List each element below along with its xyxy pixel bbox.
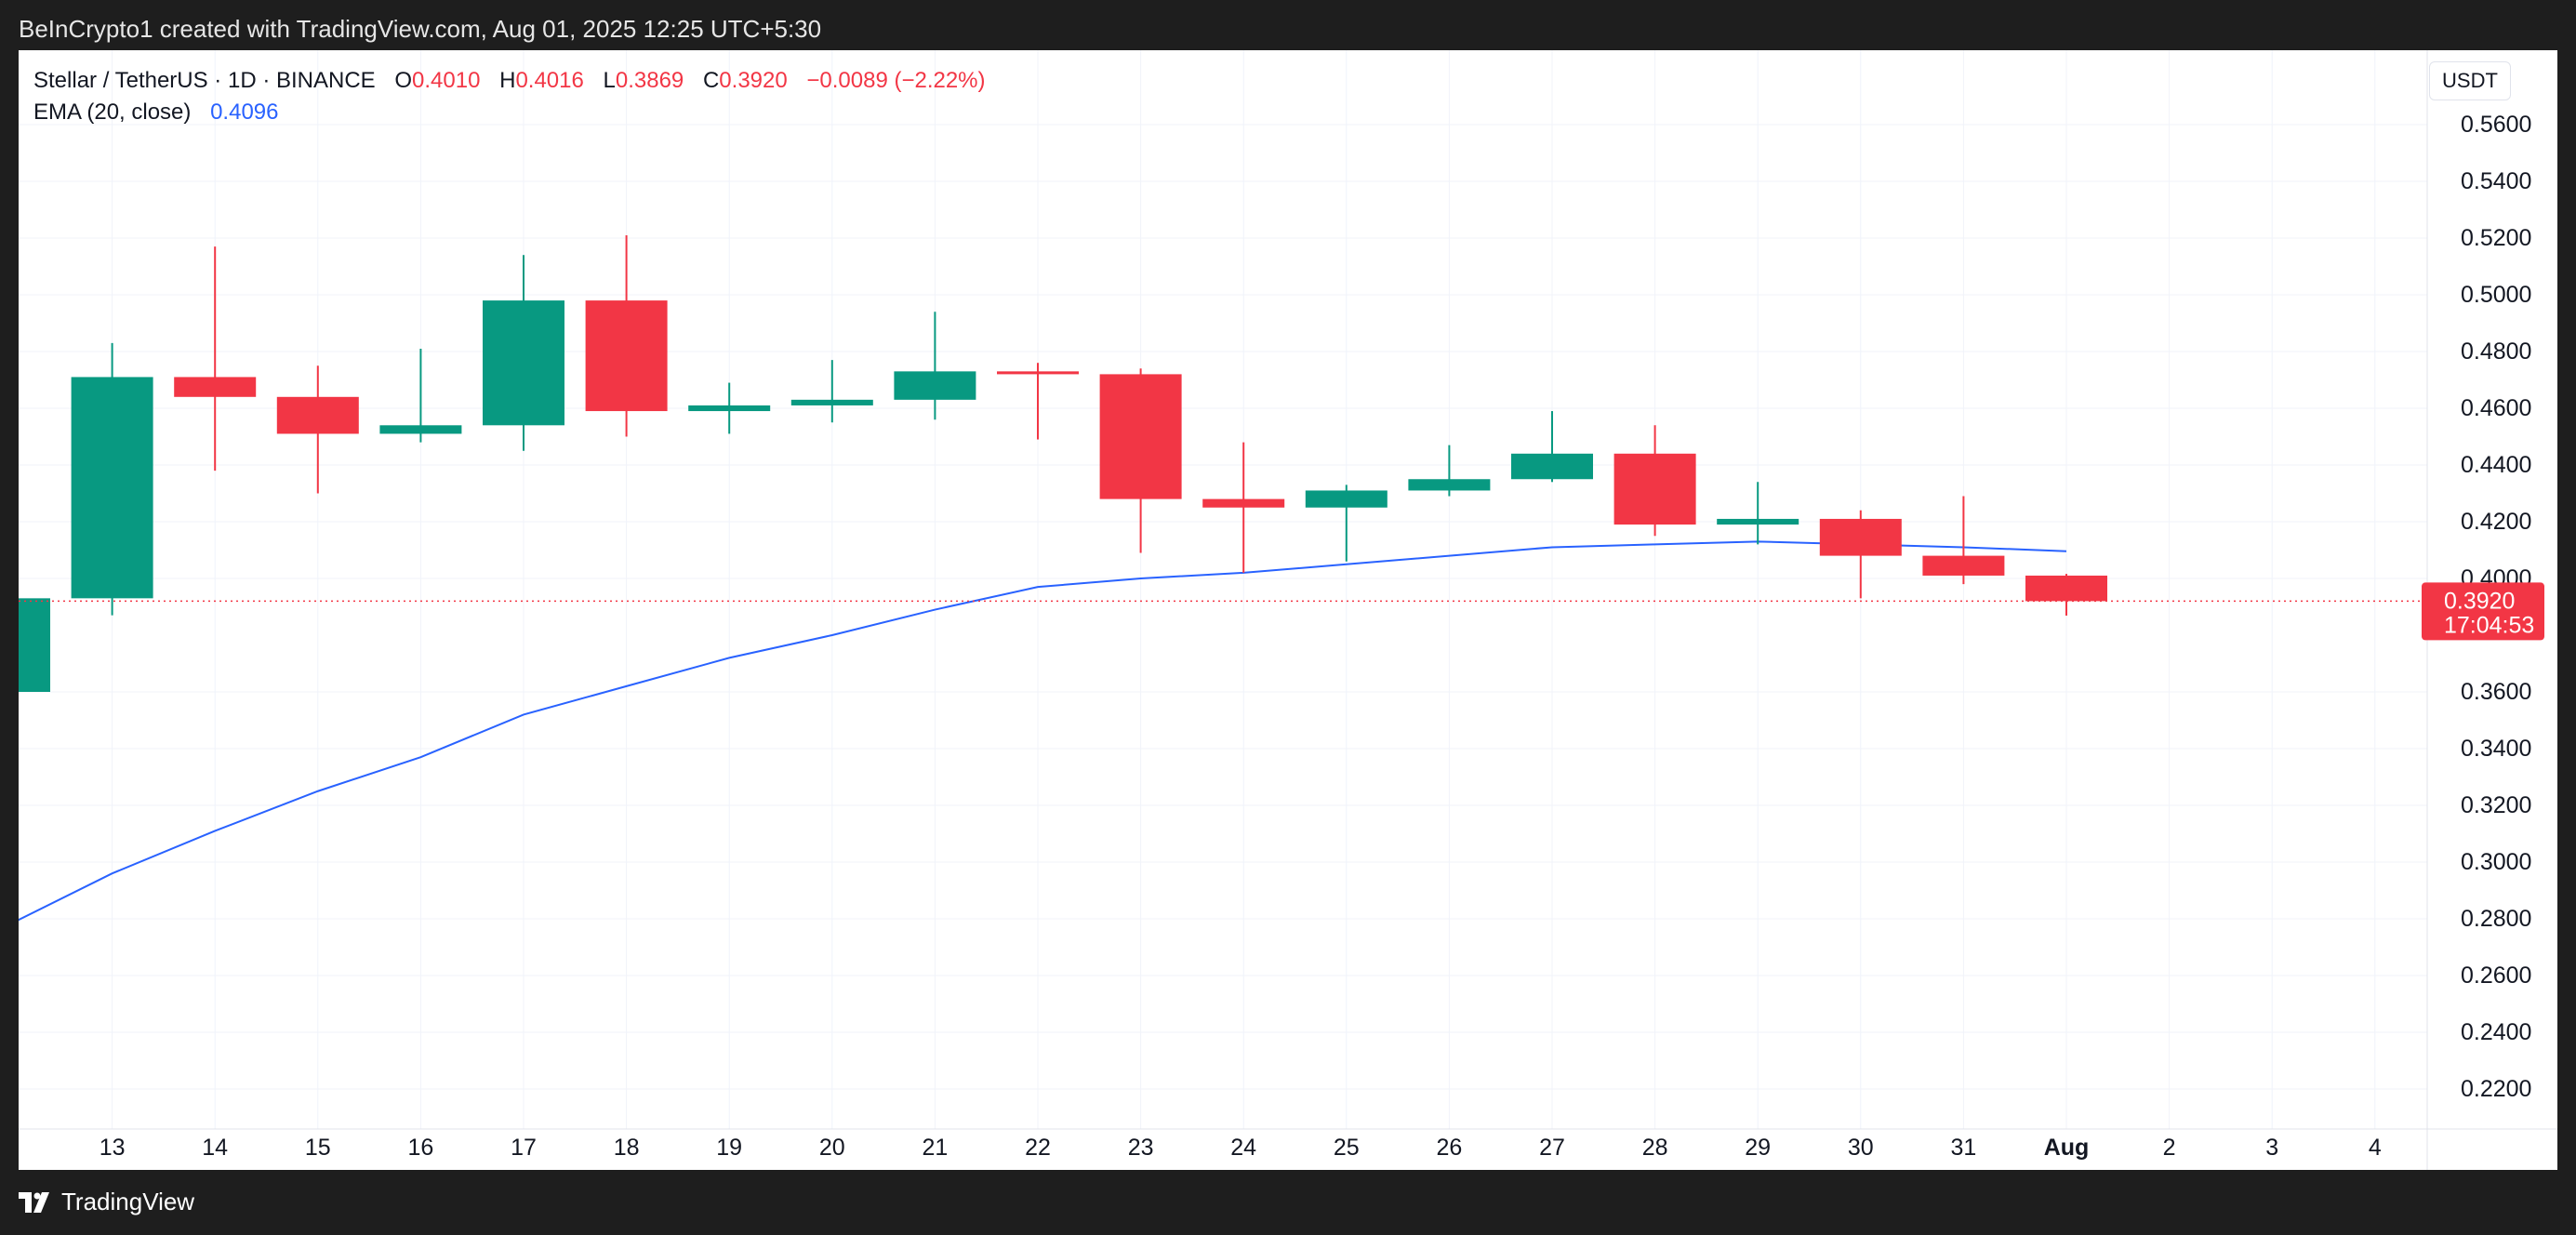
candle-body	[1922, 555, 2005, 576]
x-tick-label: 29	[1745, 1135, 1771, 1161]
symbol-row: Stellar / TetherUS · 1D · BINANCE O0.401…	[33, 65, 986, 97]
candle-body	[1819, 518, 1902, 556]
open-label: O	[394, 68, 413, 93]
candle-body	[1408, 479, 1491, 491]
candle-body	[688, 405, 771, 412]
chart-panel[interactable]	[19, 50, 2557, 1170]
candle-body	[483, 300, 564, 426]
x-tick-label: 27	[1539, 1135, 1565, 1161]
x-tick-label: 2	[2163, 1135, 2176, 1161]
x-tick-label: 14	[202, 1135, 228, 1161]
y-tick-label: 0.5000	[2461, 282, 2531, 308]
symbol-label: Stellar / TetherUS · 1D · BINANCE	[33, 68, 376, 93]
chart-legend: Stellar / TetherUS · 1D · BINANCE O0.401…	[33, 65, 986, 128]
x-tick-label: 24	[1230, 1135, 1256, 1161]
candles-layer	[19, 234, 2107, 692]
tradingview-logo-text: TradingView	[61, 1188, 195, 1215]
x-tick-label: 17	[511, 1135, 537, 1161]
y-tick-label: 0.3600	[2461, 679, 2531, 705]
y-tick-label: 0.5400	[2461, 168, 2531, 194]
candle-body	[1613, 453, 1696, 525]
x-tick-label: 28	[1642, 1135, 1668, 1161]
currency-button[interactable]: USDT	[2429, 61, 2511, 100]
candle-body	[894, 371, 976, 400]
x-tick-label: 26	[1436, 1135, 1462, 1161]
tradingview-logo[interactable]: TradingView	[19, 1188, 194, 1216]
x-tick-label: 19	[716, 1135, 742, 1161]
x-tick-label: 15	[305, 1135, 331, 1161]
bottom-bar	[0, 1170, 2576, 1235]
y-tick-label: 0.5600	[2461, 112, 2531, 138]
x-tick-label: 31	[1950, 1135, 1976, 1161]
y-tick-label: 0.3200	[2461, 792, 2531, 818]
ema-label: EMA (20, close)	[33, 100, 192, 125]
ema-row: EMA (20, close) 0.4096	[33, 97, 986, 128]
x-tick-label: 3	[2265, 1135, 2278, 1161]
x-tick-label: 16	[407, 1135, 433, 1161]
candle-body	[585, 300, 668, 412]
x-tick-label: Aug	[2044, 1135, 2090, 1161]
x-tick-label: 30	[1848, 1135, 1874, 1161]
x-tick-label: 18	[614, 1135, 640, 1161]
x-tick-label: 13	[100, 1135, 126, 1161]
price-tag-countdown: 17:04:53	[2444, 612, 2534, 638]
y-tick-label: 0.3400	[2461, 736, 2531, 762]
credit-text: BeInCrypto1 created with TradingView.com…	[19, 15, 822, 43]
candle-body	[174, 377, 257, 397]
chart-grid	[19, 50, 2427, 1129]
y-tick-label: 0.4200	[2461, 509, 2531, 535]
close-value: 0.3920	[719, 68, 788, 93]
low-label: L	[603, 68, 616, 93]
candle-body	[790, 399, 873, 405]
ema-value: 0.4096	[210, 100, 279, 125]
x-tick-label: 4	[2369, 1135, 2382, 1161]
candle-body	[379, 425, 462, 434]
candle-body	[1202, 498, 1285, 508]
candle-body	[1717, 518, 1799, 525]
ema-line	[19, 540, 2067, 922]
close-label: C	[702, 68, 720, 93]
tradingview-logo-icon	[19, 1191, 49, 1213]
y-tick-label: 0.4800	[2461, 339, 2531, 365]
price-tag-price: 0.3920	[2444, 588, 2515, 614]
candle-body	[997, 371, 1079, 375]
candle-body	[1099, 374, 1182, 499]
price-chart[interactable]: 0.5600 0.5400 0.5200 0.5000 0.4800 0.4600 0.44…	[19, 50, 2557, 1170]
candle-body	[2025, 575, 2107, 602]
y-tick-label: 0.3000	[2461, 849, 2531, 875]
candle-body	[276, 396, 359, 434]
y-tick-label: 0.4400	[2461, 452, 2531, 478]
currency-label: USDT	[2442, 69, 2498, 92]
candle-body	[71, 377, 153, 599]
change-value: −0.0089 (−2.22%)	[806, 68, 986, 93]
y-tick-label: 0.4600	[2461, 395, 2531, 421]
low-value: 0.3869	[615, 68, 684, 93]
x-tick-label: 20	[819, 1135, 845, 1161]
y-tick-label: 0.2200	[2461, 1076, 2531, 1102]
candle-body	[1511, 453, 1593, 480]
ema-layer	[19, 540, 2067, 922]
candle-body	[19, 598, 50, 692]
y-tick-label: 0.2600	[2461, 963, 2531, 989]
y-tick-label: 0.2400	[2461, 1019, 2531, 1045]
high-label: H	[499, 68, 516, 93]
x-tick-label: 21	[922, 1135, 948, 1161]
high-value: 0.4016	[515, 68, 584, 93]
x-tick-label: 25	[1334, 1135, 1360, 1161]
top-bar: BeInCrypto1 created with TradingView.com…	[0, 0, 2576, 50]
x-tick-label: 23	[1128, 1135, 1154, 1161]
x-tick-label: 22	[1025, 1135, 1051, 1161]
candle-body	[1305, 490, 1388, 508]
open-value: 0.4010	[412, 68, 481, 93]
y-tick-label: 0.2800	[2461, 906, 2531, 932]
time-axis: 2 13 14 15 16 17 18 19 20 21 22 23 24 25 26 27 28 29 30 31 A…	[19, 1128, 2557, 1161]
price-axis: 0.5600 0.5400 0.5200 0.5000 0.4800 0.4600 0.44…	[2426, 50, 2531, 1170]
price-tag-box	[2422, 582, 2544, 641]
y-tick-label: 0.5200	[2461, 225, 2531, 251]
